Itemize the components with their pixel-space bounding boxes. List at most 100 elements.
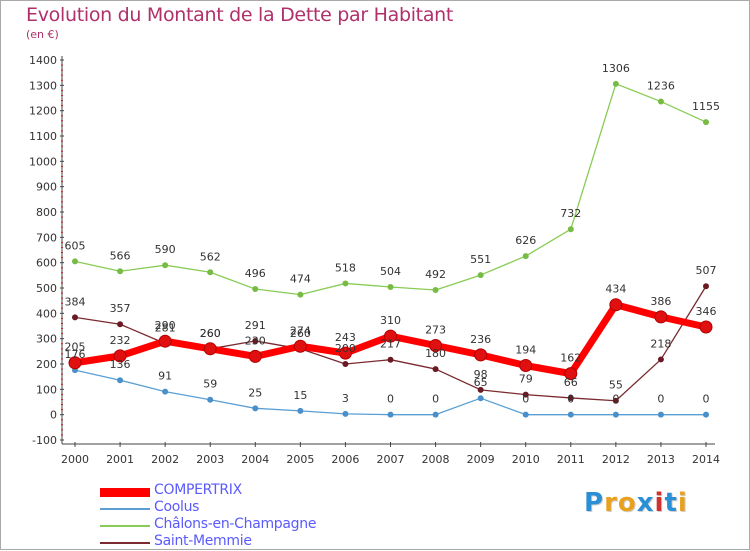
data-point [162, 388, 169, 395]
data-point [387, 356, 394, 363]
data-label: 15 [293, 389, 307, 402]
data-point [657, 411, 664, 418]
data-label: 474 [290, 273, 311, 286]
y-tick-label: 1200 [29, 105, 57, 118]
data-point [477, 395, 484, 402]
x-tick-label: 2011 [557, 453, 585, 466]
x-tick-label: 2001 [106, 453, 134, 466]
data-point [72, 314, 78, 321]
data-label: 562 [200, 250, 221, 263]
data-label: 217 [380, 338, 401, 351]
data-point [609, 298, 623, 312]
chart-subtitle: (en €) [26, 28, 59, 41]
data-label: 59 [203, 378, 217, 391]
y-tick-label: 1100 [29, 130, 57, 143]
data-point [342, 410, 349, 417]
y-tick-label: 1400 [29, 54, 57, 67]
data-point [522, 253, 529, 260]
data-label: 1155 [692, 100, 720, 113]
data-label: 260 [290, 327, 311, 340]
data-point [474, 348, 488, 362]
x-tick-label: 2000 [61, 453, 89, 466]
data-point [207, 396, 214, 403]
logo-letter: r [604, 488, 618, 518]
data-point [612, 411, 619, 418]
data-point [384, 329, 397, 343]
x-tick-label: 2003 [196, 453, 224, 466]
data-point [567, 226, 574, 233]
data-label: 0 [703, 393, 710, 406]
y-tick-label: 300 [36, 333, 57, 346]
data-point [612, 80, 619, 87]
x-tick-label: 2014 [692, 453, 720, 466]
y-tick-label: 700 [36, 231, 57, 244]
data-label: 273 [425, 324, 446, 337]
data-point [117, 321, 124, 328]
data-point [342, 361, 349, 367]
logo-letter: i [654, 488, 665, 518]
data-label: 626 [515, 234, 536, 247]
data-point [162, 262, 169, 269]
data-point [68, 356, 82, 370]
data-label: 232 [110, 334, 131, 347]
data-label: 200 [335, 342, 356, 355]
series-line-3 [74, 83, 707, 296]
data-label: 66 [564, 376, 578, 389]
y-tick-label: -100 [32, 434, 57, 447]
data-label: 291 [245, 319, 266, 332]
data-point [564, 367, 578, 381]
data-label: 310 [380, 314, 401, 327]
data-label: 79 [519, 373, 533, 386]
legend-label: Coolus [154, 499, 200, 515]
data-label: 590 [155, 243, 176, 256]
data-label: 136 [110, 358, 131, 371]
data-label: 162 [560, 352, 581, 365]
logo-letter: P [584, 488, 605, 518]
data-point [612, 397, 619, 404]
x-tick-label: 2004 [241, 453, 269, 466]
chart-title: Evolution du Montant de la Dette par Hab… [26, 4, 454, 26]
data-label: 98 [474, 368, 488, 381]
data-label: 260 [200, 327, 221, 340]
x-tick-label: 2010 [512, 453, 540, 466]
data-label: 605 [65, 239, 86, 252]
data-label: 0 [567, 393, 574, 406]
data-point [477, 386, 484, 393]
data-point [519, 359, 533, 373]
legend-swatch [100, 525, 150, 527]
data-point [703, 411, 709, 418]
data-label: 384 [65, 295, 86, 308]
data-label: 1236 [647, 80, 675, 93]
data-point [387, 283, 394, 290]
data-point [207, 269, 214, 276]
data-label: 25 [248, 386, 262, 399]
data-point [72, 258, 78, 265]
x-tick-label: 2007 [377, 453, 405, 466]
data-label: 274 [290, 324, 311, 337]
data-label: 281 [155, 321, 176, 334]
x-tick-label: 2002 [151, 453, 179, 466]
x-tick-label: 2013 [647, 453, 675, 466]
data-label: 236 [470, 333, 491, 346]
data-point [567, 394, 574, 401]
data-label: 566 [110, 249, 131, 262]
data-label: 3 [342, 392, 349, 405]
legend-label: COMPERTRIX [154, 482, 242, 498]
data-point [703, 283, 709, 290]
x-tick-label: 2008 [422, 453, 450, 466]
data-label: 0 [387, 393, 394, 406]
data-label: 55 [609, 379, 623, 392]
legend-label: Saint-Memmie [154, 533, 252, 549]
data-label: 205 [65, 341, 86, 354]
logo-letter: t [664, 488, 678, 518]
logo-letter: o [617, 488, 637, 518]
legend-label: Châlons-en-Champagne [154, 516, 317, 532]
data-point [522, 411, 529, 418]
data-point [252, 337, 259, 344]
data-point [252, 286, 259, 293]
x-tick-label: 2006 [331, 453, 359, 466]
data-label: 357 [110, 302, 131, 315]
data-label: 1306 [602, 62, 630, 75]
data-point [699, 320, 713, 334]
data-point [477, 272, 484, 279]
